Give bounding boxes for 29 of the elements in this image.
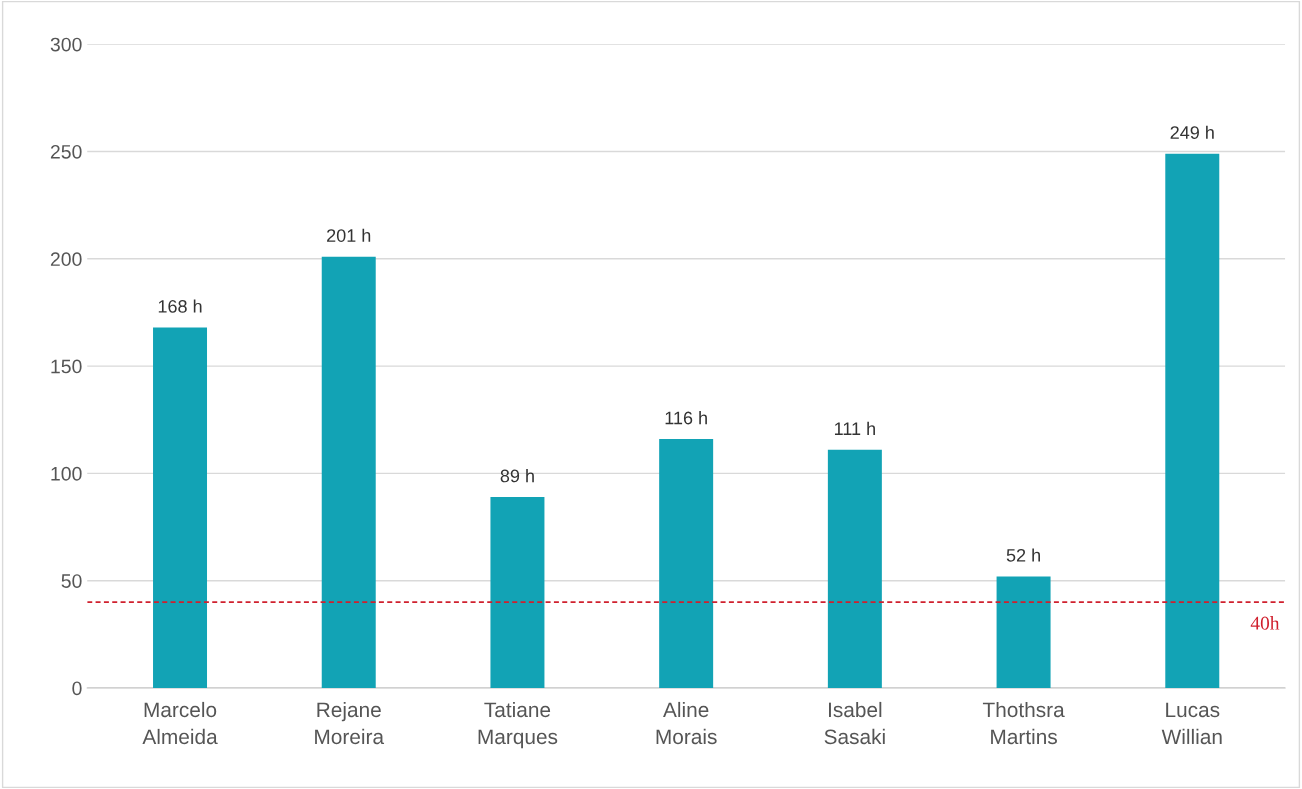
bar [490, 497, 545, 689]
x-tick-label: Thothsra Martins [982, 701, 1065, 745]
bar [996, 576, 1051, 689]
data-label: 116 h [665, 411, 707, 425]
y-tick-label: 50 [61, 574, 82, 588]
y-tick-label: 200 [50, 252, 82, 267]
bar [659, 439, 714, 689]
y-tick-label: 250 [50, 144, 82, 159]
bar [827, 449, 882, 689]
x-tick-label: Aline Morais [656, 701, 717, 745]
ref-line-label: 40h [1250, 616, 1280, 630]
y-tick-label: 0 [72, 681, 82, 696]
data-label: 52 h [1006, 548, 1040, 562]
data-label: 89 h [500, 469, 534, 483]
y-tick-label: 100 [51, 466, 82, 481]
bar [1165, 153, 1220, 689]
x-tick-label: Lucas Willian [1161, 702, 1222, 745]
data-label: 201 h [327, 228, 371, 242]
x-tick-label: Marcelo Almeida [142, 701, 218, 745]
bar [153, 327, 208, 689]
x-tick-label: Tatiane Marques [478, 701, 558, 749]
bar [321, 256, 376, 689]
x-tick-label: Rejane Moreira [315, 701, 385, 745]
data-label: 249 h [1170, 125, 1214, 139]
y-tick-label: 300 [50, 37, 82, 52]
x-tick-label: Isabel Sasaki [824, 701, 885, 745]
data-label: 168 h [158, 299, 202, 313]
data-label: 111 h [834, 421, 875, 435]
y-tick-label: 150 [51, 359, 82, 374]
